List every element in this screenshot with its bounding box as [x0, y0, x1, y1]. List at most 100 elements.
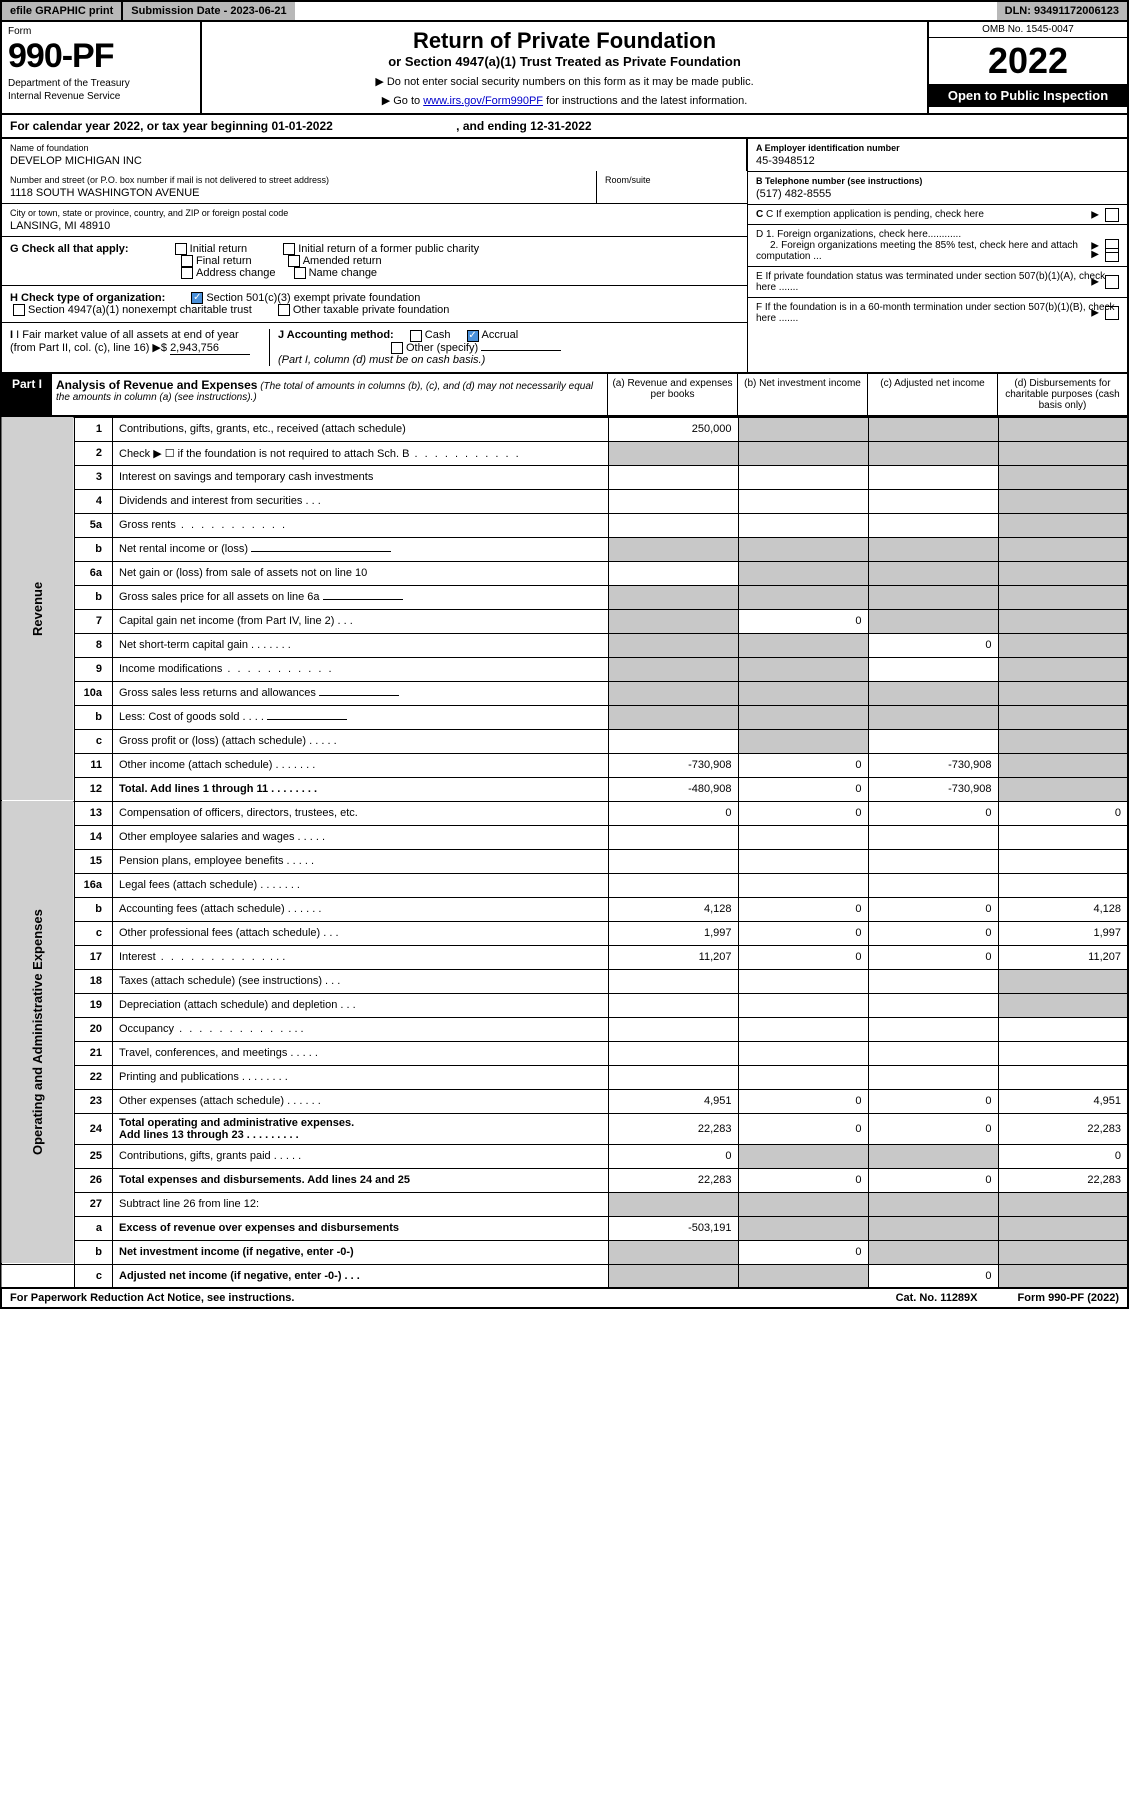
f-box: F If the foundation is in a 60-month ter…	[748, 298, 1127, 328]
table-row: 20Occupancy . . .	[1, 1017, 1128, 1041]
name-label: Name of foundation	[10, 143, 738, 153]
table-row: 3Interest on savings and temporary cash …	[1, 465, 1128, 489]
cb-accrual[interactable]	[467, 330, 479, 342]
col-c-head: (c) Adjusted net income	[867, 374, 997, 415]
d-box: D 1. Foreign organizations, check here..…	[748, 225, 1127, 267]
table-row: 6aNet gain or (loss) from sale of assets…	[1, 561, 1128, 585]
table-row: 10aGross sales less returns and allowanc…	[1, 681, 1128, 705]
part1-label: Part I	[2, 374, 52, 415]
foundation-city: LANSING, MI 48910	[10, 220, 739, 232]
e-box: E If private foundation status was termi…	[748, 267, 1127, 298]
part1-table: Revenue 1Contributions, gifts, grants, e…	[0, 417, 1129, 1290]
addr-label: Number and street (or P.O. box number if…	[10, 175, 588, 185]
foundation-name: DEVELOP MICHIGAN INC	[10, 155, 738, 167]
table-row: 5aGross rents	[1, 513, 1128, 537]
top-bar: efile GRAPHIC print Submission Date - 20…	[0, 0, 1129, 22]
table-row: 17Interest . . .11,2070011,207	[1, 945, 1128, 969]
ein-value: 45-3948512	[756, 155, 1119, 167]
form-subtitle: or Section 4947(a)(1) Trust Treated as P…	[208, 54, 921, 69]
table-row: 7Capital gain net income (from Part IV, …	[1, 609, 1128, 633]
h-checks: H Check type of organization: Section 50…	[2, 286, 747, 323]
cb-other-taxable[interactable]	[278, 304, 290, 316]
cb-amended[interactable]	[288, 255, 300, 267]
fmv-value: 2,943,756	[170, 342, 250, 355]
table-row: Operating and Administrative Expenses 13…	[1, 801, 1128, 825]
instr-link: ▶ Go to www.irs.gov/Form990PF for instru…	[208, 94, 921, 107]
form-label: Form	[8, 26, 194, 37]
footer-cat: Cat. No. 11289X	[896, 1292, 978, 1304]
cb-501c3[interactable]	[191, 292, 203, 304]
omb-number: OMB No. 1545-0047	[929, 22, 1127, 38]
table-row: cAdjusted net income (if negative, enter…	[1, 1264, 1128, 1288]
table-row: bLess: Cost of goods sold . . . .	[1, 705, 1128, 729]
c-box: C C If exemption application is pending,…	[748, 205, 1127, 225]
cb-d2[interactable]	[1105, 248, 1119, 262]
col-d-head: (d) Disbursements for charitable purpose…	[997, 374, 1127, 415]
table-row: 4Dividends and interest from securities …	[1, 489, 1128, 513]
table-row: 22Printing and publications . . . . . . …	[1, 1065, 1128, 1089]
table-row: cOther professional fees (attach schedul…	[1, 921, 1128, 945]
table-row: 16aLegal fees (attach schedule) . . . . …	[1, 873, 1128, 897]
j-note: (Part I, column (d) must be on cash basi…	[278, 354, 485, 366]
form-number: 990-PF	[8, 37, 194, 76]
footer-form: Form 990-PF (2022)	[1018, 1292, 1119, 1304]
table-row: Revenue 1Contributions, gifts, grants, e…	[1, 417, 1128, 441]
table-row: 19Depreciation (attach schedule) and dep…	[1, 993, 1128, 1017]
table-row: 21Travel, conferences, and meetings . . …	[1, 1041, 1128, 1065]
table-row: 8Net short-term capital gain . . . . . .…	[1, 633, 1128, 657]
form990pf-link[interactable]: www.irs.gov/Form990PF	[423, 95, 543, 107]
form-title: Return of Private Foundation	[208, 28, 921, 54]
cb-addr-change[interactable]	[181, 267, 193, 279]
g-checks: G Check all that apply: Initial return I…	[2, 237, 747, 286]
cb-4947[interactable]	[13, 304, 25, 316]
cb-final-return[interactable]	[181, 255, 193, 267]
table-row: 27Subtract line 26 from line 12:	[1, 1192, 1128, 1216]
dept-treasury: Department of the Treasury	[8, 78, 194, 89]
entity-info: Name of foundation DEVELOP MICHIGAN INC …	[0, 139, 1129, 374]
table-row: 12Total. Add lines 1 through 11 . . . . …	[1, 777, 1128, 801]
cb-f[interactable]	[1105, 306, 1119, 320]
cb-initial-return[interactable]	[175, 243, 187, 255]
cb-cash[interactable]	[410, 330, 422, 342]
room-label: Room/suite	[605, 175, 739, 185]
table-row: 26Total expenses and disbursements. Add …	[1, 1168, 1128, 1192]
footer: For Paperwork Reduction Act Notice, see …	[0, 1289, 1129, 1309]
cb-initial-former[interactable]	[283, 243, 295, 255]
i-j-row: I I Fair market value of all assets at e…	[2, 323, 747, 371]
table-row: bGross sales price for all assets on lin…	[1, 585, 1128, 609]
table-row: 9Income modifications	[1, 657, 1128, 681]
foundation-addr: 1118 SOUTH WASHINGTON AVENUE	[10, 187, 588, 199]
table-row: 14Other employee salaries and wages . . …	[1, 825, 1128, 849]
irs-label: Internal Revenue Service	[8, 91, 194, 102]
table-row: 24Total operating and administrative exp…	[1, 1113, 1128, 1144]
table-row: 18Taxes (attach schedule) (see instructi…	[1, 969, 1128, 993]
footer-left: For Paperwork Reduction Act Notice, see …	[10, 1292, 294, 1304]
instr-ssn: ▶ Do not enter social security numbers o…	[208, 75, 921, 88]
table-row: 11Other income (attach schedule) . . . .…	[1, 753, 1128, 777]
city-label: City or town, state or province, country…	[10, 208, 739, 218]
table-row: aExcess of revenue over expenses and dis…	[1, 1216, 1128, 1240]
table-row: bNet investment income (if negative, ent…	[1, 1240, 1128, 1264]
tax-year: 2022	[929, 38, 1127, 84]
cb-other-method[interactable]	[391, 342, 403, 354]
col-b-head: (b) Net investment income	[737, 374, 867, 415]
table-row: bNet rental income or (loss)	[1, 537, 1128, 561]
table-row: cGross profit or (loss) (attach schedule…	[1, 729, 1128, 753]
cb-name-change[interactable]	[294, 267, 306, 279]
cb-e[interactable]	[1105, 275, 1119, 289]
table-row: 15Pension plans, employee benefits . . .…	[1, 849, 1128, 873]
submission-date-label: Submission Date - 2023-06-21	[121, 2, 294, 20]
part1-header-row: Part I Analysis of Revenue and Expenses …	[0, 374, 1129, 417]
table-row: 2Check ▶ ☐ if the foundation is not requ…	[1, 441, 1128, 465]
open-public: Open to Public Inspection	[929, 84, 1127, 107]
table-row: bAccounting fees (attach schedule) . . .…	[1, 897, 1128, 921]
revenue-side-label: Revenue	[1, 417, 75, 801]
form-header: Form 990-PF Department of the Treasury I…	[0, 22, 1129, 115]
phone-value: (517) 482-8555	[756, 188, 1119, 200]
dln: DLN: 93491172006123	[997, 2, 1127, 20]
expenses-side-label: Operating and Administrative Expenses	[1, 801, 75, 1264]
col-a-head: (a) Revenue and expenses per books	[607, 374, 737, 415]
cb-c[interactable]	[1105, 208, 1119, 222]
efile-label: efile GRAPHIC print	[2, 2, 121, 20]
calendar-year-row: For calendar year 2022, or tax year begi…	[0, 115, 1129, 139]
